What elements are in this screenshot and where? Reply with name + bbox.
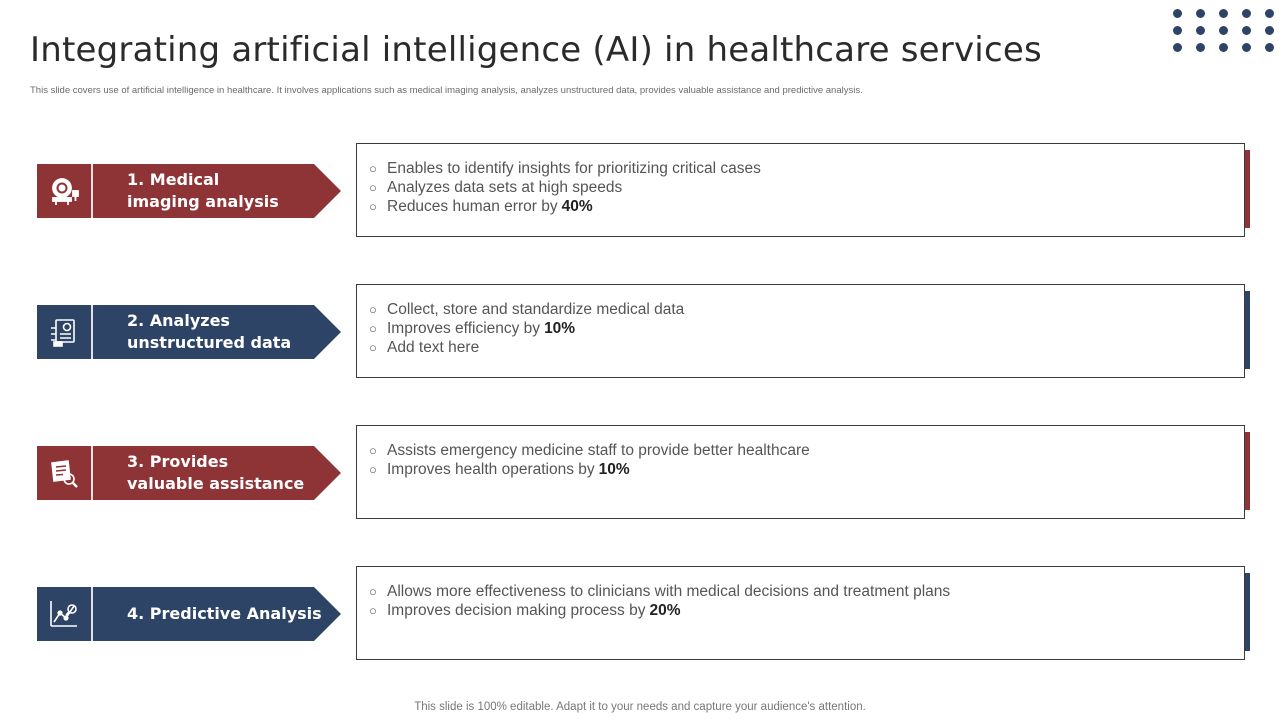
box-accent-bar bbox=[1245, 573, 1250, 651]
data-document-icon bbox=[37, 305, 91, 359]
bullet-text: Allows more effectiveness to clinicians … bbox=[387, 582, 951, 600]
ai-use-case-row: 1. Medical imaging analysis ○ Enables to i… bbox=[0, 143, 1280, 239]
bullet-text: Reduces human error by bbox=[387, 197, 558, 215]
bullet-text: Improves efficiency by bbox=[387, 319, 541, 337]
bullet-marker: ○ bbox=[369, 340, 377, 355]
tag-divider bbox=[91, 446, 93, 500]
detail-bullet: ○ Allows more effectiveness to clinicians… bbox=[369, 582, 1244, 601]
detail-bullet: ○ Add text here bbox=[369, 338, 1244, 357]
tag-divider bbox=[91, 587, 93, 641]
decorative-dot bbox=[1173, 26, 1182, 35]
decorative-dot bbox=[1196, 26, 1205, 35]
use-case-title: 1. Medical imaging analysis bbox=[127, 170, 279, 211]
bullet-text: Collect, store and standardize medical d… bbox=[387, 300, 685, 318]
bullet-text: Assists emergency medicine staff to prov… bbox=[387, 441, 810, 459]
use-case-arrow-tag: 4. Predictive Analysis bbox=[37, 587, 341, 641]
detail-bullet: ○ Improves efficiency by 10% bbox=[369, 319, 1244, 338]
use-case-arrow-tag: 1. Medical imaging analysis bbox=[37, 164, 341, 218]
use-case-details-box: ○ Collect, store and standardize medical … bbox=[356, 284, 1245, 378]
bullet-text: Analyzes data sets at high speeds bbox=[387, 178, 623, 196]
detail-bullet: ○ Analyzes data sets at high speeds bbox=[369, 178, 1244, 197]
decorative-dot bbox=[1265, 9, 1274, 18]
bullet-marker: ○ bbox=[369, 302, 377, 317]
ai-use-case-row: 4. Predictive Analysis ○ Allows more effec… bbox=[0, 566, 1280, 662]
decorative-dot-grid bbox=[1173, 9, 1275, 55]
footer-note: This slide is 100% editable. Adapt it to… bbox=[414, 701, 866, 713]
bullet-marker: ○ bbox=[369, 603, 377, 618]
ai-use-case-row: 3. Provides valuable assistance ○ Assists … bbox=[0, 425, 1280, 521]
detail-bullet: ○ Assists emergency medicine staff to pro… bbox=[369, 441, 1244, 460]
box-accent-bar bbox=[1245, 150, 1250, 228]
slide-subtitle: This slide covers use of artificial inte… bbox=[30, 85, 863, 96]
decorative-dot bbox=[1219, 43, 1228, 52]
bullet-marker: ○ bbox=[369, 321, 377, 336]
document-search-icon bbox=[37, 446, 91, 500]
decorative-dot bbox=[1196, 43, 1205, 52]
decorative-dot bbox=[1242, 9, 1251, 18]
decorative-dot bbox=[1219, 9, 1228, 18]
analytics-chart-icon-svg bbox=[50, 601, 77, 627]
bullet-marker: ○ bbox=[369, 180, 377, 195]
bullet-text: Add text here bbox=[387, 338, 480, 356]
decorative-dot bbox=[1242, 26, 1251, 35]
bullet-marker: ○ bbox=[369, 161, 377, 176]
medical-scanner-icon-svg bbox=[52, 178, 79, 205]
decorative-dot bbox=[1265, 43, 1274, 52]
use-case-details-box: ○ Allows more effectiveness to clinicians… bbox=[356, 566, 1245, 660]
ai-use-case-row: 2. Analyzes unstructured data ○ Collect, s… bbox=[0, 284, 1280, 380]
detail-bullet: ○ Reduces human error by 40% bbox=[369, 197, 1244, 216]
decorative-dot bbox=[1265, 26, 1274, 35]
bullet-marker: ○ bbox=[369, 443, 377, 458]
tag-divider bbox=[91, 164, 93, 218]
bullet-text: Improves health operations by bbox=[387, 460, 595, 478]
tag-divider bbox=[91, 305, 93, 359]
use-case-details-box: ○ Assists emergency medicine staff to pro… bbox=[356, 425, 1245, 519]
decorative-dot bbox=[1242, 43, 1251, 52]
bullet-text: Improves decision making process by bbox=[387, 601, 646, 619]
use-case-title: 2. Analyzes unstructured data bbox=[127, 311, 292, 352]
document-search-icon-svg bbox=[51, 460, 78, 488]
use-case-details-box: ○ Enables to identify insights for priori… bbox=[356, 143, 1245, 237]
data-document-icon-svg bbox=[51, 319, 75, 347]
bullet-marker: ○ bbox=[369, 584, 377, 599]
box-accent-bar bbox=[1245, 291, 1250, 369]
use-case-title: 3. Provides valuable assistance bbox=[127, 452, 305, 493]
highlight-value: 10% bbox=[598, 460, 630, 478]
medical-scanner-icon bbox=[37, 164, 91, 218]
detail-bullet: ○ Collect, store and standardize medical … bbox=[369, 300, 1244, 319]
detail-bullet: ○ Improves health operations by 10% bbox=[369, 460, 1244, 479]
analytics-chart-icon bbox=[37, 587, 91, 641]
highlight-value: 10% bbox=[544, 319, 576, 337]
bullet-text: Enables to identify insights for priorit… bbox=[387, 159, 761, 177]
decorative-dot bbox=[1196, 9, 1205, 18]
use-case-arrow-tag: 3. Provides valuable assistance bbox=[37, 446, 341, 500]
use-case-title: 4. Predictive Analysis bbox=[127, 604, 322, 623]
decorative-dot bbox=[1219, 26, 1228, 35]
highlight-value: 40% bbox=[561, 197, 593, 215]
detail-bullet: ○ Improves decision making process by 20% bbox=[369, 601, 1244, 620]
detail-bullet: ○ Enables to identify insights for priori… bbox=[369, 159, 1244, 178]
use-case-arrow-tag: 2. Analyzes unstructured data bbox=[37, 305, 341, 359]
slide-title: Integrating artificial intelligence (AI)… bbox=[30, 30, 1042, 70]
bullet-marker: ○ bbox=[369, 462, 377, 477]
decorative-dot bbox=[1173, 43, 1182, 52]
decorative-dot bbox=[1173, 9, 1182, 18]
highlight-value: 20% bbox=[649, 601, 681, 619]
bullet-marker: ○ bbox=[369, 199, 377, 214]
box-accent-bar bbox=[1245, 432, 1250, 510]
